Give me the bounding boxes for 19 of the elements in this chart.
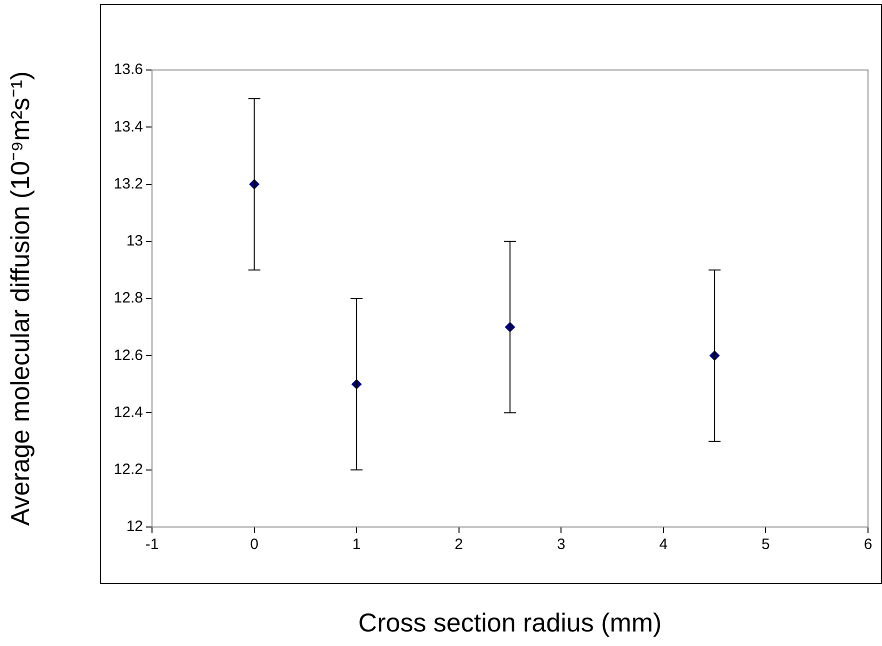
y-tick-label: 13.2: [114, 175, 143, 192]
x-tick-label: 6: [864, 536, 872, 554]
y-axis-title: Average molecular diffusion (10⁻⁹m²s⁻¹): [4, 71, 35, 526]
x-tick-label: 1: [352, 536, 361, 554]
y-tick-label: 12: [126, 518, 143, 536]
y-tick-label: 12.8: [114, 290, 143, 307]
x-tick-label: 5: [762, 536, 770, 554]
y-tick-label: 12.2: [114, 461, 143, 478]
x-axis-title: Cross section radius (mm): [358, 608, 662, 638]
x-tick-label: 0: [250, 536, 258, 554]
x-tick-label: 3: [556, 536, 566, 554]
y-tick-label: 13: [126, 232, 143, 250]
x-tick-label: 4: [659, 536, 668, 554]
x-tick-label: -1: [145, 536, 159, 554]
y-tick-label: 12.4: [114, 404, 143, 421]
y-tick-label: 13.6: [114, 61, 143, 78]
y-tick-label: 13.4: [114, 118, 143, 136]
x-tick-label: 2: [454, 536, 464, 554]
y-tick-label: 12.6: [114, 346, 143, 364]
